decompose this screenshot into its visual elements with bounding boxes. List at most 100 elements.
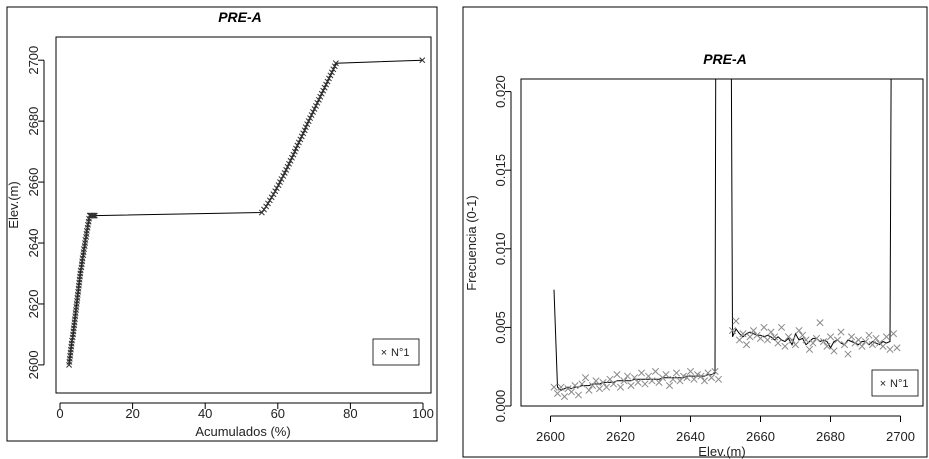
data-point: [879, 342, 887, 350]
data-point: [858, 342, 866, 350]
data-point: [320, 87, 327, 94]
data-point: [557, 383, 565, 391]
data-point: [287, 157, 294, 164]
chart-2-y-axis-label: Frecuencia (0-1): [464, 195, 479, 290]
data-point: [585, 386, 593, 394]
y-tick-label: 2660: [26, 168, 41, 197]
chart-1-title: PRE-A: [218, 9, 262, 25]
data-point: [809, 339, 817, 347]
data-point: [315, 96, 322, 103]
y-tick-label: 0.010: [493, 233, 508, 266]
data-point: [816, 319, 824, 327]
data-point: [774, 339, 782, 347]
y-tick-label: 2640: [26, 229, 41, 258]
data-point: [261, 206, 267, 213]
x-tick-label: 2620: [606, 429, 635, 444]
x-tick-label: 2640: [676, 429, 705, 444]
data-point: [756, 334, 765, 342]
data-point: [700, 377, 709, 385]
data-point: [679, 372, 688, 380]
data-point: [581, 374, 590, 382]
data-point: [286, 160, 293, 167]
data-point: [602, 383, 611, 391]
data-point: [830, 347, 838, 355]
data-point: [560, 393, 569, 401]
x-tick-label: 2680: [816, 429, 845, 444]
data-point: [305, 118, 312, 125]
data-point: [327, 72, 334, 79]
data-point: [307, 115, 314, 122]
data-point: [277, 179, 283, 186]
data-point: [648, 377, 656, 385]
series-line: [553, 78, 892, 391]
data-point: [609, 380, 618, 388]
data-point: [567, 388, 576, 396]
data-point: [627, 382, 635, 390]
data-point: [91, 212, 98, 219]
x-tick-label: 40: [198, 406, 212, 421]
data-point: [889, 330, 898, 338]
data-point: [328, 69, 335, 76]
data-point: [865, 331, 873, 339]
data-point: [297, 136, 304, 143]
data-point: [644, 372, 653, 380]
data-point: [311, 105, 318, 112]
chart-1-series: [66, 57, 426, 368]
data-point: [882, 333, 891, 341]
data-point: [837, 328, 845, 336]
data-point: [637, 369, 646, 377]
data-point: [854, 336, 863, 344]
data-point: [872, 334, 880, 342]
data-point: [728, 326, 737, 335]
data-point: [310, 109, 316, 115]
data-point: [669, 375, 677, 383]
data-point: [606, 375, 614, 383]
data-point: [263, 203, 270, 210]
chart-1-legend-marker: ×: [381, 347, 387, 359]
data-point: [630, 374, 639, 382]
chart-2-legend-box: [871, 369, 919, 397]
y-tick-label: 0.020: [493, 75, 508, 108]
data-point: [280, 173, 287, 179]
data-point: [840, 341, 849, 349]
data-point: [321, 84, 328, 91]
data-point: [419, 57, 426, 64]
chart-2-plot-area: [520, 78, 924, 407]
data-point: [683, 374, 691, 382]
data-point: [861, 337, 870, 346]
data-point: [732, 317, 740, 325]
y-tick-label: 0.015: [493, 154, 508, 187]
data-point: [623, 372, 632, 380]
data-point: [634, 378, 642, 386]
data-point: [791, 341, 800, 349]
data-point: [742, 341, 751, 349]
chart-2-legend-marker: ×: [880, 378, 886, 390]
data-point: [812, 334, 821, 342]
data-point: [763, 336, 772, 344]
chart-1-legend-label: N°1: [391, 347, 409, 359]
x-tick-label: 20: [125, 406, 139, 421]
data-point: [592, 377, 600, 385]
data-point: [290, 151, 297, 158]
data-point: [893, 344, 901, 352]
data-point: [302, 124, 309, 131]
data-point: [268, 194, 275, 201]
data-point: [613, 371, 621, 379]
data-point: [300, 130, 307, 137]
data-point: [707, 374, 716, 382]
data-point: [777, 323, 786, 331]
data-point: [641, 380, 649, 388]
data-point: [672, 369, 681, 377]
x-tick-label: 0: [56, 406, 63, 421]
x-tick-label: 2660: [746, 429, 775, 444]
data-point: [324, 78, 331, 85]
data-point: [332, 60, 339, 67]
chart-2-legend-label: N°1: [890, 378, 908, 390]
data-point: [284, 163, 291, 170]
data-point: [318, 90, 325, 97]
data-point: [795, 326, 803, 335]
chart-2-x-axis-label: Elev.(m): [698, 444, 745, 459]
data-point: [289, 154, 295, 161]
chart-1-frame: [6, 6, 438, 442]
